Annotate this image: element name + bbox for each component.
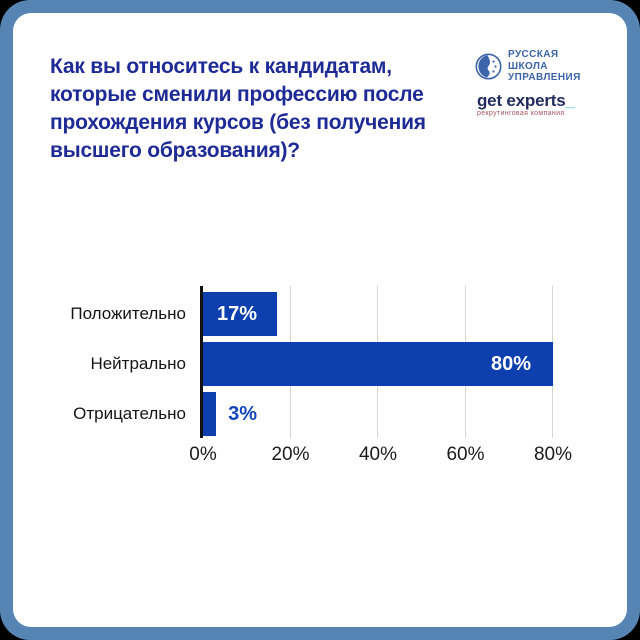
x-tick-label: 40% <box>358 444 398 465</box>
get-experts-subtitle: рекрутинговая компания <box>477 109 565 117</box>
value-label: 3% <box>228 403 258 425</box>
rshu-logo-text: РУССКАЯ ШКОЛА УПРАВЛЕНИЯ <box>508 49 581 84</box>
get-experts-underscore: _ <box>565 90 575 110</box>
get-experts-name: get experts <box>477 90 566 110</box>
bar-chart: 0% 20% 40% 60% 80% Положительно 17% Нейтрально 8… <box>48 286 593 491</box>
rshu-line-1: РУССКАЯ <box>508 49 559 60</box>
bar <box>203 292 278 336</box>
category-label: Отрицательно <box>73 404 186 423</box>
value-label: 17% <box>217 303 258 325</box>
rshu-line-3: УПРАВЛЕНИЯ <box>508 72 581 83</box>
card-content: Как вы относитесь к кандидатам, которые … <box>13 13 627 627</box>
rshu-line-2: ШКОЛА <box>508 60 548 72</box>
category-label: Положительно <box>70 304 186 323</box>
bar <box>203 342 553 386</box>
x-tick-label: 60% <box>446 444 485 465</box>
question-title: Как вы относитесь к кандидатам, которые … <box>50 55 426 162</box>
rshu-logo: РУССКАЯ ШКОЛА УПРАВЛЕНИЯ <box>475 49 587 84</box>
globe-face-icon <box>475 53 502 80</box>
get-experts-logo: get experts_ рекрутинговая компания <box>475 92 587 117</box>
category-label: Нейтрально <box>90 354 186 373</box>
x-tick-label: 80% <box>533 444 573 465</box>
x-tick-label: 20% <box>271 444 310 465</box>
logo-block: РУССКАЯ ШКОЛА УПРАВЛЕНИЯ get experts_ ре… <box>475 49 587 117</box>
bar <box>203 392 217 436</box>
get-experts-wordmark: get experts_ <box>477 92 587 109</box>
value-label: 80% <box>491 353 532 375</box>
x-tick-label: 0% <box>189 444 217 465</box>
y-axis-line <box>200 286 203 438</box>
